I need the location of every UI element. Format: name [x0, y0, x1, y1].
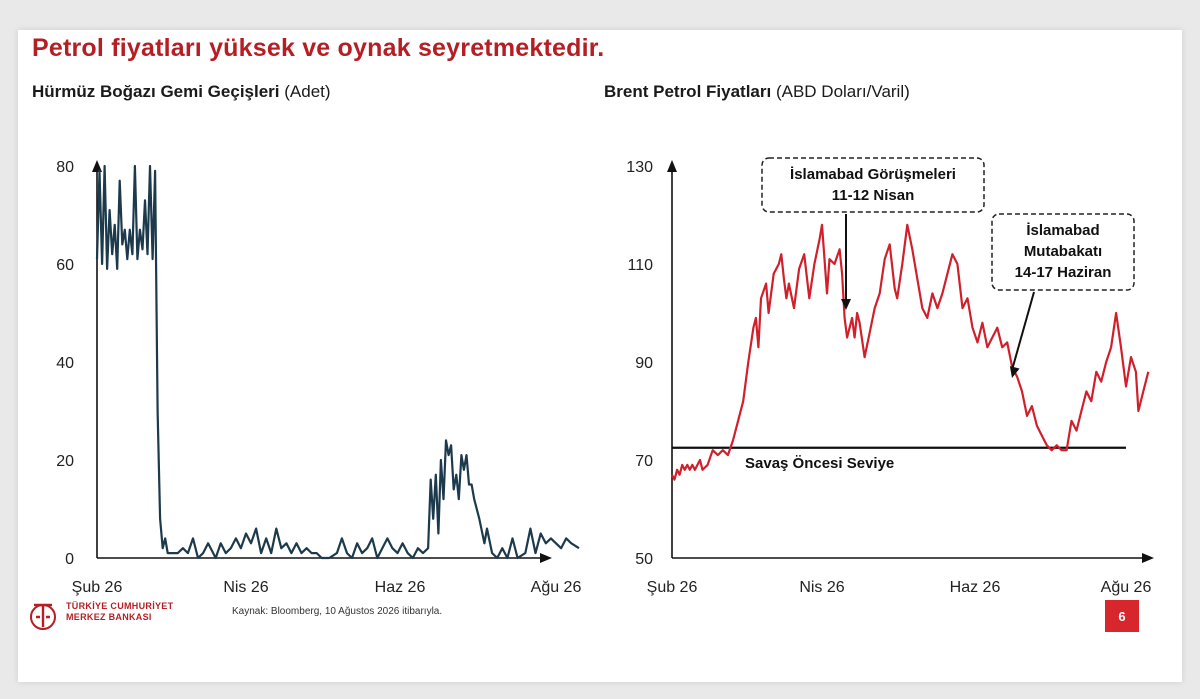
right-x-tick-label: Şub 26	[647, 579, 698, 596]
annotation-arrow-line	[1011, 291, 1035, 371]
left-y-tick-label: 80	[56, 159, 74, 176]
right-y-axis-arrow	[667, 160, 677, 172]
left-x-tick-label: Nis 26	[223, 579, 268, 596]
right-x-tick-label: Ağu 26	[1101, 579, 1152, 596]
annotation-arrow-head	[1009, 366, 1020, 378]
cbrt-logo: TÜRKİYE CUMHURİYET MERKEZ BANKASI	[26, 597, 196, 633]
slide	[18, 30, 1182, 682]
left-chart: 0 20 40 60 80 Şub 26 Nis 26 Haz 26 Ağu 26	[56, 159, 581, 596]
annotation-text: İslamabad	[1026, 222, 1099, 239]
logo-line-1: TÜRKİYE CUMHURİYET	[66, 601, 174, 611]
right-y-tick-label: 90	[635, 355, 653, 372]
cbrt-emblem-icon	[30, 603, 56, 630]
right-series-line	[671, 223, 1150, 481]
annotation-box	[761, 157, 985, 213]
left-chart-title-bold: Hürmüz Boğazı Gemi Geçişleri	[32, 82, 280, 101]
annotation-text: 11-12 Nisan	[832, 187, 915, 204]
right-y-tick-label: 130	[626, 159, 653, 176]
annotation-text: Mutabakatı	[1024, 243, 1102, 260]
annotation-text: İslamabad Görüşmeleri	[790, 166, 956, 183]
left-y-tick-label: 0	[65, 551, 74, 568]
page-number-badge: 6	[1105, 600, 1139, 632]
annotation-arrow-head	[841, 299, 851, 310]
right-chart-title: Brent Petrol Fiyatları (ABD Doları/Varil…	[604, 82, 910, 102]
right-x-axis-arrow	[1142, 553, 1154, 563]
logo-line-2: MERKEZ BANKASI	[66, 612, 152, 622]
right-chart-title-bold: Brent Petrol Fiyatları	[604, 82, 772, 101]
right-annotation: İslamabad Görüşmeleri 11-12 Nisan	[761, 157, 985, 310]
left-x-tick-label: Haz 26	[375, 579, 426, 596]
source-note: Kaynak: Bloomberg, 10 Ağustos 2026 itiba…	[232, 606, 443, 617]
right-y-tick-label: 110	[627, 257, 653, 274]
right-y-tick-label: 50	[635, 551, 653, 568]
left-y-axis-arrow	[92, 160, 102, 172]
left-x-tick-label: Ağu 26	[531, 579, 582, 596]
right-reference-line-label: Savaş Öncesi Seviye	[745, 455, 894, 472]
annotation-box	[991, 213, 1135, 291]
right-chart: 50 70 90 110 130 Şub 26 Nis 26 Haz 26 Ağu 26 Sava…	[626, 157, 1154, 596]
right-y-tick-label: 70	[635, 453, 653, 470]
annotation-text: 14-17 Haziran	[1015, 264, 1112, 281]
left-y-tick-label: 40	[56, 355, 74, 372]
left-x-tick-label: Şub 26	[72, 579, 123, 596]
right-chart-title-unit: (ABD Doları/Varil)	[775, 82, 910, 101]
right-annotation: İslamabad Mutabakatı 14-17 Haziran	[991, 213, 1135, 378]
left-chart-title: Hürmüz Boğazı Gemi Geçişleri (Adet)	[32, 82, 331, 102]
right-x-tick-label: Nis 26	[799, 579, 844, 596]
left-x-axis-arrow	[540, 553, 552, 563]
left-y-tick-label: 20	[56, 453, 74, 470]
right-x-tick-label: Haz 26	[950, 579, 1001, 596]
left-chart-title-unit: (Adet)	[284, 82, 331, 101]
left-y-tick-label: 60	[56, 257, 74, 274]
headline: Petrol fiyatları yüksek ve oynak seyretm…	[32, 34, 605, 62]
left-series-line	[95, 164, 580, 560]
